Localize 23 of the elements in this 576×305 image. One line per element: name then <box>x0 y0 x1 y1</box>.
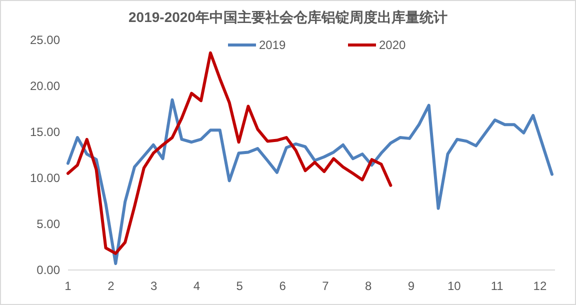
x-tick-label: 12 <box>533 279 547 293</box>
x-tick-label: 3 <box>150 279 158 293</box>
x-tick-label: 7 <box>322 279 330 293</box>
line-series <box>66 98 554 266</box>
x-tick-label: 1 <box>64 279 72 293</box>
y-tick-label: 5.00 <box>36 217 60 232</box>
x-tick-label: 4 <box>193 279 200 293</box>
y-tick-label: 0.00 <box>36 263 60 278</box>
legend-label: 2020 <box>379 38 406 52</box>
x-tick-label: 8 <box>365 279 372 293</box>
x-tick-label: 2 <box>108 279 115 293</box>
y-tick-label: 15.00 <box>30 125 60 140</box>
legend-label: 2019 <box>259 38 286 52</box>
line-series <box>66 51 392 255</box>
x-tick-label: 5 <box>236 279 244 293</box>
chart-title: 2019-2020年中国主要社会仓库铝锭周度出库量统计 <box>128 9 448 25</box>
y-tick-label: 25.00 <box>30 33 60 48</box>
x-tick-label: 10 <box>447 279 462 293</box>
x-tick-label: 11 <box>490 279 504 293</box>
y-tick-label: 10.00 <box>30 171 60 186</box>
y-tick-label: 20.00 <box>30 79 60 94</box>
x-tick-label: 9 <box>408 279 415 293</box>
x-tick-label: 6 <box>279 279 286 293</box>
